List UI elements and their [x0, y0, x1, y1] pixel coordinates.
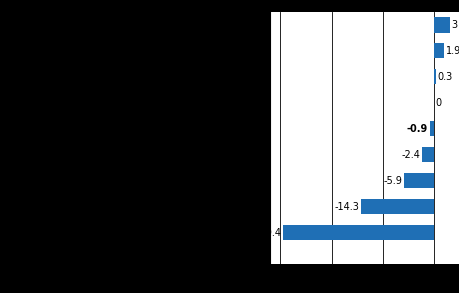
Bar	[421, 147, 433, 162]
Text: -5.9: -5.9	[383, 176, 402, 185]
Bar	[433, 17, 449, 33]
Text: 0: 0	[435, 98, 441, 108]
Bar	[433, 43, 443, 59]
Bar	[429, 121, 433, 137]
Text: -0.9: -0.9	[406, 124, 427, 134]
Text: 1.9: 1.9	[445, 46, 459, 56]
Bar	[283, 225, 433, 240]
Text: -14.3: -14.3	[334, 202, 358, 212]
Text: 0.3: 0.3	[437, 72, 452, 82]
Bar	[360, 199, 433, 214]
Text: -29.4: -29.4	[256, 228, 281, 238]
Bar	[433, 69, 435, 84]
Text: -2.4: -2.4	[401, 150, 420, 160]
Bar	[403, 173, 433, 188]
Text: 3: 3	[450, 20, 456, 30]
